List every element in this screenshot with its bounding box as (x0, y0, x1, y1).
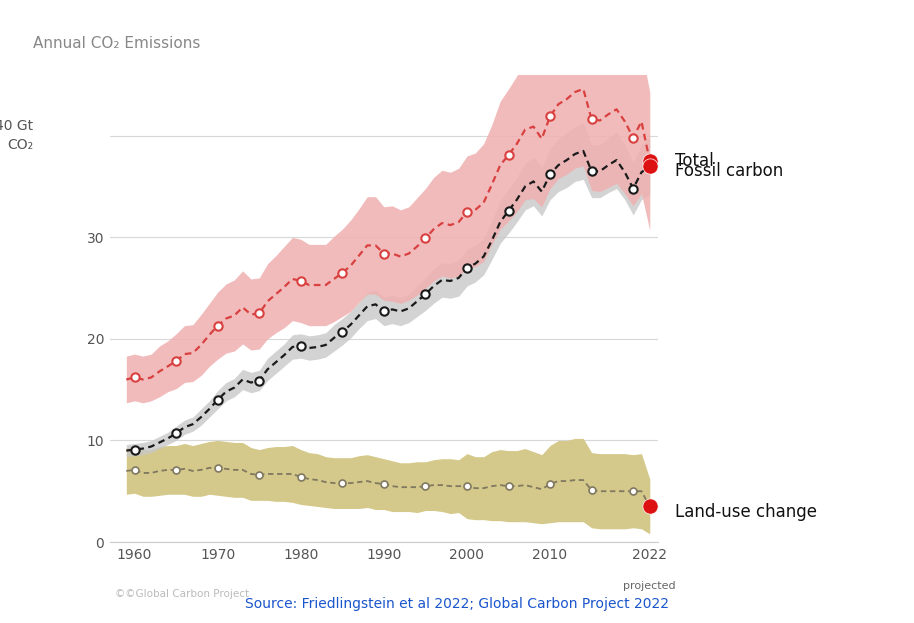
Text: Source: Friedlingstein et al 2022; Global Carbon Project 2022: Source: Friedlingstein et al 2022; Globa… (245, 597, 669, 611)
Text: Fossil carbon: Fossil carbon (675, 162, 782, 180)
Text: Land-use change: Land-use change (675, 503, 816, 521)
Text: Total: Total (675, 152, 713, 170)
Text: ©©Global Carbon Project: ©©Global Carbon Project (115, 589, 250, 599)
Text: projected: projected (623, 581, 676, 591)
Text: Annual CO₂ Emissions: Annual CO₂ Emissions (33, 36, 200, 52)
Text: 40 Gt
CO₂: 40 Gt CO₂ (0, 119, 33, 153)
